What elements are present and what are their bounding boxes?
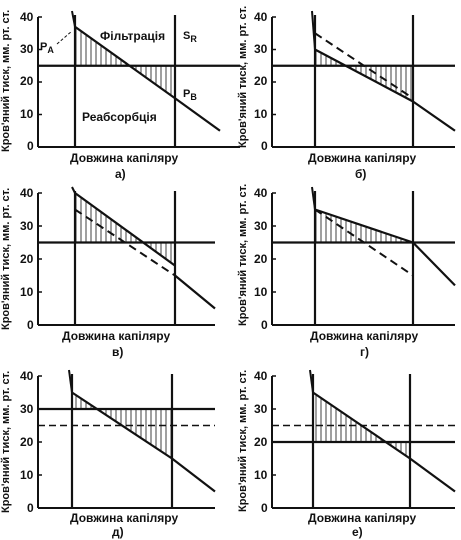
y-axis-label: Кров'яний тиск, мм. рт. ст. (0, 371, 12, 513)
normal-hydrostatic-line (314, 208, 414, 277)
arteriole-pressure-line (68, 369, 73, 393)
y-tick-label: 20 (254, 74, 268, 88)
y-tick-label: 30 (20, 219, 34, 233)
hydrostatic-pressure-line (71, 391, 173, 460)
y-tick-label: 40 (20, 186, 34, 200)
y-axis-label: Кров'яний тиск, мм. рт. ст. (237, 6, 249, 148)
panel-caption: д) (112, 525, 124, 539)
panel-e: 40 30 20 10 0 Кров'яний тиск, мм. рт. ст… (237, 369, 456, 539)
panel-caption: б) (355, 167, 366, 181)
filtration-label: Фільтрація (100, 29, 165, 43)
hydrostatic-pressure-line (312, 391, 411, 460)
arteriole-pressure-line (71, 186, 76, 194)
panel-caption: г) (360, 345, 369, 359)
y-tick-label: 0 (27, 139, 34, 153)
y-tick-label: 20 (254, 435, 268, 449)
venule-pressure-line (174, 97, 221, 132)
y-tick-label: 20 (20, 74, 34, 88)
y-tick-label: 0 (27, 501, 34, 515)
sr-label: SR (183, 30, 197, 44)
panel-a: 40 30 20 10 0 Кров'яний тиск, мм. рт. ст… (0, 10, 240, 181)
y-tick-label: 40 (20, 10, 34, 24)
x-axis-label: Довжина капіляру (62, 329, 170, 343)
y-tick-label: 40 (254, 186, 268, 200)
normal-hydrostatic-line (314, 32, 414, 100)
y-tick-label: 40 (254, 10, 268, 24)
panel-d: 40 30 20 10 0 Кров'яний тиск, мм. рт. ст… (0, 369, 216, 539)
y-tick-label: 10 (20, 468, 34, 482)
y-axis-label: Кров'яний тиск, мм. рт. ст. (0, 188, 12, 330)
y-tick-label: 40 (20, 369, 34, 383)
y-tick-label: 30 (254, 42, 268, 56)
pa-pointer (56, 30, 73, 45)
panel-h: 40 30 20 10 0 Кров'яний тиск, мм. рт. ст… (237, 184, 456, 359)
venule-pressure-line (412, 241, 456, 287)
panel-caption: в) (112, 345, 123, 359)
hydrostatic-pressure-line (74, 192, 176, 267)
y-tick-label: 10 (254, 468, 268, 482)
y-tick-label: 20 (20, 435, 34, 449)
venule-pressure-line (174, 274, 216, 310)
y-tick-label: 0 (27, 318, 34, 332)
venule-pressure-line (409, 457, 456, 493)
x-axis-label: Довжина капіляру (308, 151, 416, 165)
normal-hydrostatic-line (74, 208, 176, 277)
hydrostatic-pressure-line (314, 48, 414, 103)
panel-b: 40 30 20 10 0 Кров'яний тиск, мм. рт. ст… (237, 6, 456, 181)
y-tick-label: 0 (261, 318, 268, 332)
arteriole-pressure-line (311, 186, 316, 210)
y-tick-label: 30 (254, 219, 268, 233)
arteriole-pressure-line (71, 10, 76, 27)
venule-pressure-line (412, 100, 456, 132)
y-tick-label: 20 (254, 252, 268, 266)
x-axis-label: Довжина капіляру (70, 511, 178, 525)
x-axis-label: Довжина капіляру (70, 151, 178, 165)
arteriole-pressure-line (311, 10, 316, 50)
y-tick-label: 30 (20, 402, 34, 416)
y-tick-label: 40 (254, 369, 268, 383)
y-tick-label: 20 (20, 252, 34, 266)
y-tick-label: 10 (254, 285, 268, 299)
pa-label: PA (40, 41, 54, 55)
x-axis-label: Довжина капіляру (308, 511, 416, 525)
y-tick-label: 30 (20, 42, 34, 56)
x-axis-label: Довжина капіляру (310, 329, 418, 343)
arteriole-pressure-line (309, 369, 314, 393)
panel-v: 40 30 20 10 0 Кров'яний тиск, мм. рт. ст… (0, 186, 216, 359)
panel-caption: а) (115, 167, 126, 181)
panel-caption: е) (352, 525, 363, 539)
y-tick-label: 0 (261, 501, 268, 515)
hydrostatic-pressure-line (314, 208, 414, 244)
hydrostatic-pressure-line (74, 25, 176, 100)
y-axis-label: Кров'яний тиск, мм. рт. ст. (237, 184, 249, 326)
y-tick-label: 10 (20, 285, 34, 299)
y-axis-label: Кров'яний тиск, мм. рт. ст. (237, 370, 249, 512)
y-tick-label: 10 (254, 107, 268, 121)
venule-pressure-line (171, 457, 216, 493)
y-axis-label: Кров'яний тиск, мм. рт. ст. (0, 10, 12, 152)
reabsorption-label: Реабсорбція (82, 110, 157, 124)
y-tick-label: 30 (254, 402, 268, 416)
y-tick-label: 0 (261, 139, 268, 153)
y-tick-label: 10 (20, 107, 34, 121)
pb-label: PB (183, 88, 197, 102)
